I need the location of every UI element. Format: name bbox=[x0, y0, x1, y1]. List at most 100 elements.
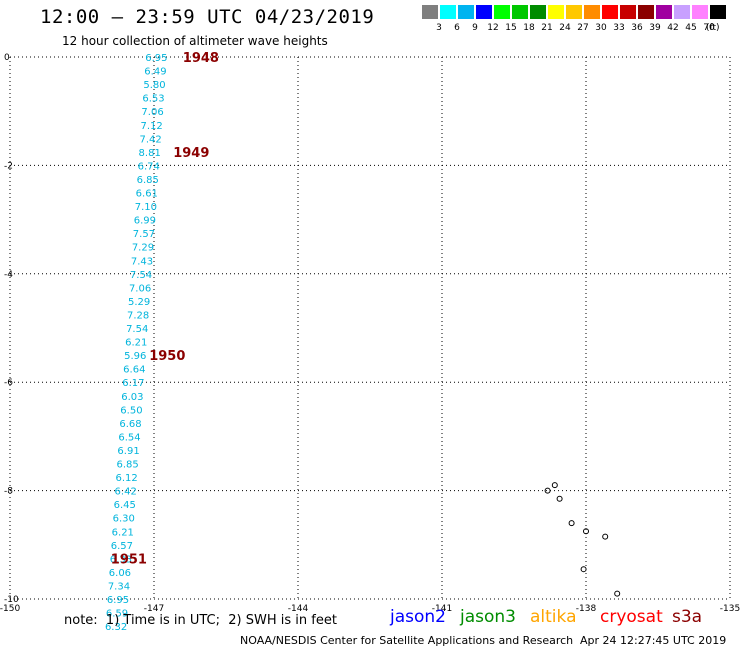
lon-tick-label: -144 bbox=[288, 604, 309, 614]
lat-tick-label: -6 bbox=[4, 378, 13, 388]
swh-value: 7.10 bbox=[135, 202, 157, 213]
lat-tick-label: -2 bbox=[4, 161, 13, 171]
swh-value: 6.91 bbox=[117, 446, 139, 457]
colorbar-label: 39 bbox=[649, 23, 661, 33]
lon-tick-label: -150 bbox=[0, 604, 20, 614]
swh-value: 8.81 bbox=[139, 148, 161, 159]
credit-line: NOAA/NESDIS Center for Satellite Applica… bbox=[240, 634, 574, 647]
swh-value: 7.06 bbox=[129, 283, 151, 294]
colorbar-swatch bbox=[548, 5, 564, 19]
colorbar-swatch bbox=[476, 5, 492, 19]
time-label: 1950 bbox=[149, 349, 185, 364]
island-outline bbox=[602, 533, 609, 540]
time-label: 1951 bbox=[111, 552, 147, 567]
island-outline bbox=[551, 482, 558, 489]
swh-value: 6.21 bbox=[125, 338, 147, 349]
lon-tick-label: -147 bbox=[144, 604, 164, 614]
swh-value: 6.30 bbox=[113, 514, 135, 525]
colorbar-label: 21 bbox=[541, 23, 553, 33]
colorbar-swatch bbox=[422, 5, 438, 19]
swh-value: 6.33 bbox=[110, 554, 132, 565]
swh-value: 6.12 bbox=[116, 473, 138, 484]
colorbar-swatch bbox=[530, 5, 546, 19]
legend-cryosat: cryosat bbox=[600, 607, 663, 627]
colorbar-label: 6 bbox=[454, 23, 460, 33]
colorbar-swatch bbox=[566, 5, 582, 19]
footer-note: note: 1) Time is in UTC; 2) SWH is in fe… bbox=[64, 613, 337, 628]
swh-value: 6.17 bbox=[122, 378, 144, 389]
colorbar-label: 27 bbox=[577, 23, 589, 33]
swh-value: 7.42 bbox=[140, 134, 162, 145]
colorbar-swatch bbox=[674, 5, 690, 19]
swh-value: 6.85 bbox=[116, 460, 138, 471]
colorbar-swatch bbox=[602, 5, 618, 19]
colorbar-label: 45 bbox=[685, 23, 697, 33]
swh-value: 6.61 bbox=[136, 189, 158, 200]
swh-value: 6.68 bbox=[119, 419, 141, 430]
swh-value: 6.45 bbox=[114, 500, 136, 511]
island-outline bbox=[556, 495, 563, 502]
generation-timestamp: Apr 24 12:27:45 UTC 2019 bbox=[580, 634, 727, 647]
colorbar-label: 70 bbox=[703, 23, 715, 33]
legend-jason3: jason3 bbox=[460, 607, 516, 627]
swh-value: 7.28 bbox=[127, 310, 149, 321]
legend-jason2: jason2 bbox=[390, 607, 446, 627]
swh-value: 6.59 bbox=[106, 609, 128, 620]
swh-value: 6.49 bbox=[144, 67, 166, 78]
swh-value: 6.06 bbox=[109, 568, 131, 579]
island-outline bbox=[583, 528, 589, 535]
lat-tick-label: -4 bbox=[4, 270, 13, 280]
island-outline bbox=[580, 566, 587, 573]
colorbar-label: 18 bbox=[523, 23, 535, 33]
colorbar-label: 36 bbox=[631, 23, 643, 33]
colorbar-label: 15 bbox=[505, 23, 517, 33]
swh-value: 7.57 bbox=[133, 229, 155, 240]
swh-value: 6.99 bbox=[134, 216, 156, 227]
lon-tick-label: -135 bbox=[720, 604, 740, 614]
swh-value: 6.95 bbox=[145, 53, 167, 64]
plot-title: 12:00 — 23:59 UTC 04/23/2019 bbox=[40, 6, 375, 28]
colorbar-label: 33 bbox=[613, 23, 625, 33]
colorbar-label: 9 bbox=[472, 23, 478, 33]
swh-value: 6.32 bbox=[105, 622, 127, 633]
plot-subtitle: 12 hour collection of altimeter wave hei… bbox=[62, 34, 328, 48]
swh-value: 6.54 bbox=[118, 432, 140, 443]
time-label: 1948 bbox=[183, 51, 219, 66]
lon-tick-label: -138 bbox=[576, 604, 597, 614]
swh-value: 7.29 bbox=[132, 243, 154, 254]
colorbar-label: 3 bbox=[436, 23, 442, 33]
colorbar-swatch bbox=[656, 5, 672, 19]
colorbar-swatch bbox=[710, 5, 726, 19]
swh-value: 6.57 bbox=[111, 541, 133, 552]
colorbar-label: 12 bbox=[487, 23, 499, 33]
swh-value: 5.96 bbox=[124, 351, 146, 362]
swh-value: 5.80 bbox=[143, 80, 165, 91]
colorbar-unit: (ft) bbox=[706, 23, 720, 33]
swh-value: 6.53 bbox=[142, 94, 164, 105]
island-outline bbox=[614, 590, 621, 597]
island-outline bbox=[544, 487, 551, 494]
swh-value: 6.42 bbox=[115, 487, 137, 498]
swh-value: 6.50 bbox=[120, 405, 142, 416]
swh-value: 7.54 bbox=[126, 324, 148, 335]
swh-value: 7.12 bbox=[140, 121, 162, 132]
swh-value: 6.03 bbox=[121, 392, 143, 403]
legend-s3a: s3a bbox=[672, 607, 703, 627]
colorbar-label: 30 bbox=[595, 23, 607, 33]
swh-value: 6.85 bbox=[137, 175, 159, 186]
lat-tick-label: 0 bbox=[4, 53, 10, 63]
island-outline bbox=[568, 520, 575, 527]
time-label: 1949 bbox=[173, 146, 209, 161]
colorbar-swatch bbox=[494, 5, 510, 19]
colorbar-swatch bbox=[692, 5, 708, 19]
swh-value: 7.06 bbox=[141, 107, 163, 118]
swh-value: 6.74 bbox=[138, 161, 160, 172]
swh-value: 6.21 bbox=[112, 527, 134, 538]
colorbar-swatch bbox=[584, 5, 600, 19]
colorbar-swatch bbox=[620, 5, 636, 19]
colorbar-swatch bbox=[512, 5, 528, 19]
colorbar-label: 42 bbox=[667, 23, 679, 33]
swh-value: 7.43 bbox=[131, 256, 153, 267]
swh-value: 6.95 bbox=[107, 595, 129, 606]
swh-value: 6.64 bbox=[123, 365, 145, 376]
